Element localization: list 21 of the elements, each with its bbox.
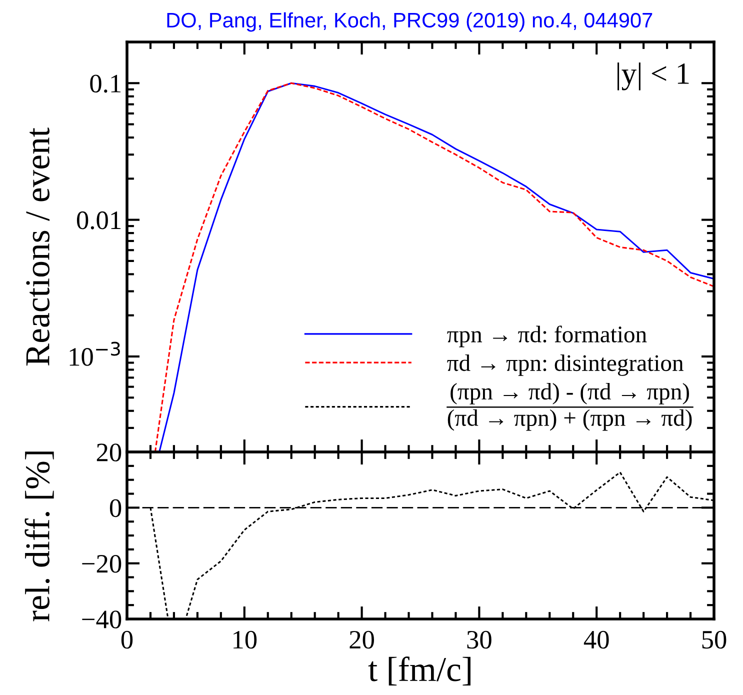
x-tick-label: 10: [234, 630, 257, 649]
y-tick-label: −40: [82, 610, 122, 628]
x-tick-label: 40: [584, 630, 609, 649]
y-tick-label: 0: [110, 499, 122, 518]
y-tick-label: 0.01: [76, 211, 121, 230]
x-tick-label: 0: [121, 630, 133, 649]
x-tick-label: 20: [350, 630, 374, 649]
legend-label: πd → πpn: disintegration: [447, 354, 684, 376]
y-tick-label: 10$^{−3}$: [70, 342, 120, 366]
x-axis-title: t [fm/c]: [368, 656, 470, 686]
x-tick-label: 50: [702, 630, 726, 649]
legend-label: πpn → πd: formation: [447, 326, 647, 348]
y-tick-label: 20: [96, 444, 122, 462]
y-axis-title: rel. diff. [%]: [24, 452, 54, 622]
y-tick-label: −20: [82, 554, 122, 573]
annotation: |y| < 1: [618, 62, 689, 90]
y-tick-label: 0.1: [90, 74, 121, 93]
x-tick-label: 30: [467, 630, 492, 649]
y-axis-title: Reactions / event: [26, 128, 50, 366]
chart-title: DO, Pang, Elfner, Koch, PRC99 (2019) no.4, 044907: [167, 12, 652, 32]
legend-label: (πpn → πd) - (πd → πpn) (πd → πpn) + (πpn → πd): [448, 383, 692, 431]
